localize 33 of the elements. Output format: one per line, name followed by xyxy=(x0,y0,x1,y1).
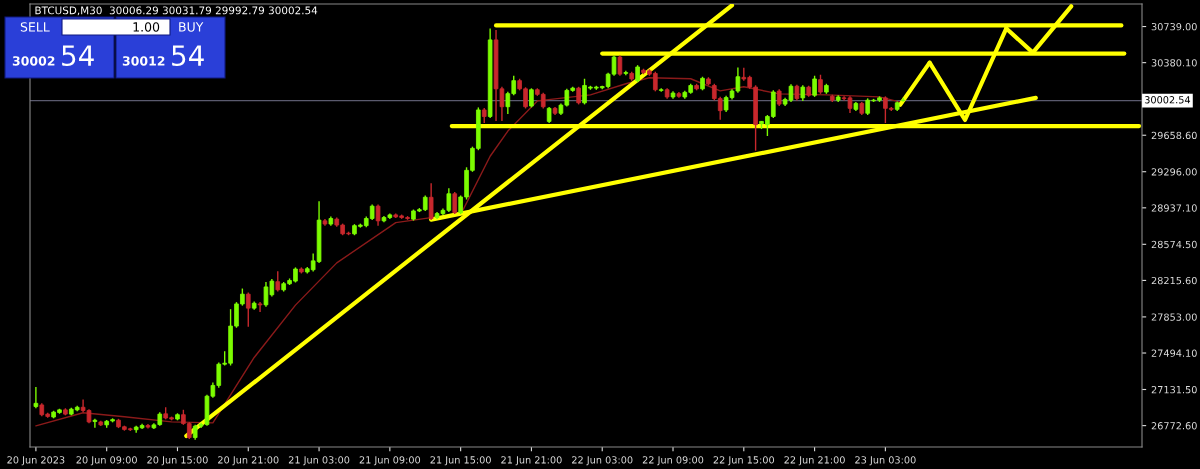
x-tick-label: 22 Jun 15:00 xyxy=(713,456,775,466)
annotation: 30002 xyxy=(12,56,55,66)
y-tick-label: 30380.10 xyxy=(1151,59,1197,67)
x-tick-label: 20 Jun 21:00 xyxy=(218,456,279,466)
x-tick-label: 20 Jun 15:00 xyxy=(147,456,208,466)
annotation: 54 xyxy=(62,45,94,67)
y-tick-label: 27131.50 xyxy=(1151,385,1197,394)
x-tick-label: 21 Jun 15:00 xyxy=(430,456,491,466)
y-tick-label: 28574.50 xyxy=(1151,240,1197,249)
x-tick-label: 23 Jun 03:00 xyxy=(855,456,916,466)
x-tick-label: 20 Jun 2023 xyxy=(7,456,65,466)
y-tick-label: 29296.00 xyxy=(1151,168,1197,176)
annotation: BUY xyxy=(179,22,204,32)
y-tick-label: 29658.60 xyxy=(1151,131,1197,140)
y-tick-label: 26772.60 xyxy=(1151,422,1197,430)
x-tick-label: 22 Jun 03:00 xyxy=(572,456,633,466)
x-tick-label: 21 Jun 21:00 xyxy=(501,456,562,466)
annotation: SELL xyxy=(20,22,50,32)
ref-line-label: 30002.54 xyxy=(1144,96,1191,104)
x-tick-label: 20 Jun 09:00 xyxy=(76,456,137,466)
y-tick-label: 27853.00 xyxy=(1151,313,1197,321)
annotation: 54 xyxy=(172,45,204,67)
x-tick-label: 21 Jun 03:00 xyxy=(288,456,350,466)
annotation: 30012 xyxy=(122,56,165,66)
x-tick-label: 21 Jun 09:00 xyxy=(359,456,421,466)
y-tick-label: 28215.60 xyxy=(1151,276,1197,285)
y-tick-label: 27494.10 xyxy=(1151,349,1197,357)
annotation: 1.00 xyxy=(133,22,160,32)
chart-title: BTCUSD,M30 30006.29 30031.79 29992.79 30002.54 xyxy=(35,6,318,16)
y-tick-label: 28937.10 xyxy=(1151,204,1197,212)
x-tick-label: 22 Jun 21:00 xyxy=(784,456,845,466)
y-tick-label: 30739.00 xyxy=(1151,23,1197,31)
x-tick-label: 22 Jun 09:00 xyxy=(642,456,704,466)
